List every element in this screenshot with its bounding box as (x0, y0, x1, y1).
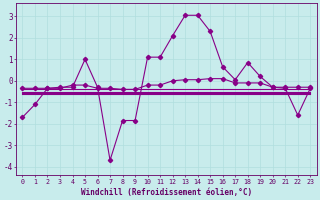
X-axis label: Windchill (Refroidissement éolien,°C): Windchill (Refroidissement éolien,°C) (81, 188, 252, 197)
